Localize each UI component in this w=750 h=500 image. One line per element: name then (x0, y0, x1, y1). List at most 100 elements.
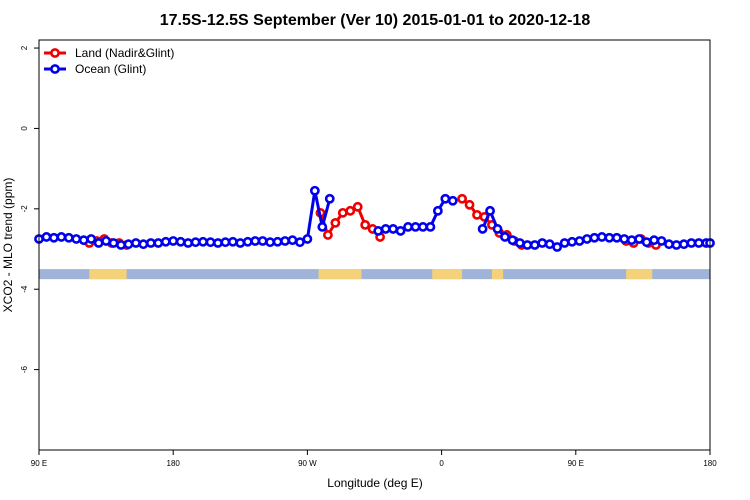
data-point (287, 235, 298, 246)
data-point (116, 240, 126, 250)
y-tick-label: 2 (20, 45, 29, 50)
data-point (679, 239, 689, 250)
data-point (619, 234, 630, 244)
series-ocean (34, 185, 715, 252)
data-point (582, 234, 592, 244)
data-point (649, 235, 659, 246)
data-point (671, 240, 682, 250)
data-point (323, 230, 333, 240)
x-tick-label: 90 E (31, 459, 47, 468)
legend-label: Ocean (Glint) (75, 62, 146, 76)
land-segment (491, 269, 504, 280)
x-tick-label: 90 W (298, 459, 317, 468)
data-point (220, 237, 231, 248)
data-point (345, 205, 356, 216)
data-point (317, 222, 328, 232)
data-point (447, 195, 458, 206)
data-point (324, 193, 335, 204)
data-point (235, 238, 246, 248)
x-tick-label: 0 (439, 459, 444, 468)
data-point (352, 201, 363, 212)
data-point (257, 236, 268, 246)
y-tick-label: -4 (20, 285, 29, 293)
data-point (656, 236, 667, 246)
data-point (380, 224, 391, 234)
data-point (302, 234, 313, 244)
data-point (213, 238, 223, 248)
ocean-band (39, 269, 710, 280)
data-point (250, 236, 261, 246)
data-point (86, 234, 97, 244)
legend-label: Land (Nadir&Glint) (75, 46, 174, 60)
data-point (183, 238, 194, 248)
data-point (388, 224, 399, 234)
data-point (425, 222, 436, 232)
data-point (492, 224, 503, 234)
data-point (589, 232, 600, 243)
data-point (56, 232, 67, 242)
data-point (559, 238, 570, 248)
data-point (190, 237, 201, 248)
data-point (205, 237, 216, 248)
data-point (145, 238, 156, 248)
land-segment (89, 269, 127, 280)
data-point (418, 222, 428, 232)
legend-marker (50, 48, 60, 58)
x-axis-label: Longitude (deg E) (327, 476, 422, 490)
data-point (574, 236, 585, 246)
data-point (485, 205, 495, 216)
data-point (160, 236, 171, 247)
legend-marker (50, 64, 60, 74)
legend: Land (Nadir&Glint) Ocean (Glint) (44, 46, 174, 76)
x-tick-label: 180 (703, 459, 717, 468)
data-point (641, 237, 652, 248)
data-point (330, 217, 341, 228)
series-line-segment (305, 190, 317, 240)
data-point (227, 236, 238, 247)
land-segment (626, 269, 653, 280)
data-point (131, 238, 141, 248)
y-axis-label: XCO2 - MLO trend (ppm) (1, 178, 15, 313)
series-layer (34, 185, 715, 252)
data-point (309, 185, 320, 196)
data-point (108, 238, 119, 248)
data-point (634, 234, 645, 244)
data-point (477, 224, 488, 234)
data-point (464, 199, 475, 210)
data-point (101, 236, 111, 246)
x-tick-label: 180 (167, 459, 181, 468)
series-line-segment (313, 190, 324, 228)
data-point (567, 236, 577, 247)
data-point (242, 236, 253, 247)
land-ocean-strip (39, 269, 710, 280)
data-point (604, 232, 615, 243)
data-point (360, 220, 371, 230)
data-point (198, 236, 208, 247)
data-point (500, 232, 510, 242)
land-segment (318, 269, 362, 280)
data-point (49, 232, 59, 243)
y-tick-label: -2 (20, 205, 29, 213)
data-point (295, 237, 305, 248)
data-point (522, 240, 533, 250)
data-point (138, 239, 149, 250)
data-point (168, 236, 179, 246)
data-point (537, 238, 548, 248)
data-point (153, 238, 164, 248)
data-point (611, 232, 622, 243)
data-point (395, 226, 406, 236)
data-point (507, 235, 518, 246)
data-point (272, 236, 283, 247)
data-point (337, 207, 348, 218)
chart-title: 17.5S-12.5S September (Ver 10) 2015-01-0… (160, 12, 591, 29)
plot-frame (38, 39, 711, 451)
data-point (93, 238, 104, 248)
data-point (544, 239, 555, 250)
data-point (596, 232, 607, 242)
data-point (78, 235, 89, 246)
data-point (123, 239, 134, 250)
data-point (626, 235, 637, 246)
data-point (432, 205, 443, 216)
land-segment (432, 269, 463, 280)
